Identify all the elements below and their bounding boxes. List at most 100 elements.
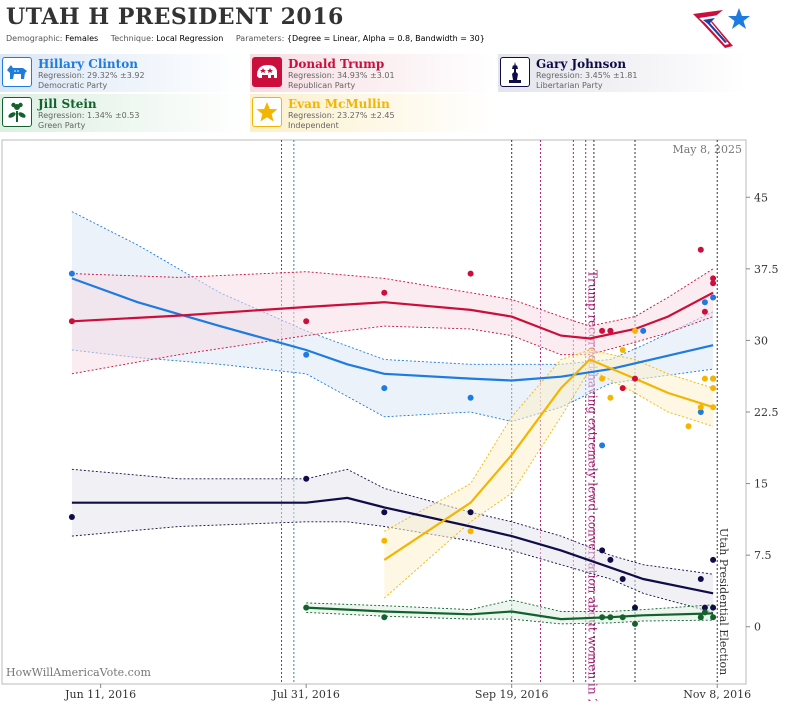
legend-card-johnson: Gary Johnson Regression: 3.45% ±1.81 Lib… [498,54,746,92]
data-point [697,246,704,253]
data-point [599,442,606,449]
title-state: UTAH [6,4,81,30]
data-point [599,547,606,554]
regression-line [306,606,714,621]
parameters-value: {Degree = Linear, Alpha = 0.8, Bandwidth… [286,34,485,43]
confidence-band [384,350,714,599]
y-tick-label: 30 [754,334,768,347]
data-point [632,620,638,627]
elephant-icon [252,57,282,87]
candidate-name: Donald Trump [288,57,385,71]
data-point [632,375,638,382]
data-point [303,475,310,482]
header: UTAH H PRESIDENT 2016 Demographic: Femal… [0,0,789,52]
data-point [381,537,388,544]
regression-line [383,358,714,561]
data-point [607,556,614,563]
chart-date-label: May 8, 2025 [672,143,742,156]
candidate-name: Hillary Clinton [38,57,138,71]
data-point [685,423,692,430]
x-tick-label: Jul 31, 2016 [271,688,340,701]
x-tick-label: Nov 8, 2016 [683,688,751,701]
data-point [697,404,704,411]
data-point [710,275,717,282]
data-point [467,270,474,277]
candidate-regression: Regression: 1.34% ±0.53 [38,111,140,120]
page-title: UTAH H PRESIDENT 2016 [6,4,344,30]
data-point [303,318,310,325]
data-point [701,308,708,315]
y-tick-label: 15 [754,478,768,491]
flower-icon [2,97,32,127]
data-point [303,351,310,358]
y-tick-label: 0 [754,621,761,634]
candidate-regression: Regression: 23.27% ±2.45 [288,111,395,120]
data-point [607,614,614,621]
legend-card-mcmullin: Evan McMullin Regression: 23.27% ±2.45 I… [250,94,495,132]
data-point [68,514,75,520]
data-point [710,614,717,621]
lower-bound-line [71,316,714,375]
candidate-name: Jill Stein [38,97,97,111]
title-rest: H PRESIDENT 2016 [88,4,344,30]
confidence-band [71,268,714,374]
star-icon [252,97,282,127]
legend-card-clinton: Hillary Clinton Regression: 29.32% ±3.92… [0,54,245,92]
data-point [381,509,388,516]
data-point [710,556,717,563]
candidate-regression: Regression: 34.93% ±3.01 [288,71,395,80]
site-logo-icon [693,8,750,48]
candidate-name: Gary Johnson [536,57,627,71]
candidate-party: Green Party [38,121,86,130]
regression-chart: Trump recorded having extremely lewd con… [1,139,779,705]
data-point [607,327,614,334]
data-point [381,385,388,392]
data-point [619,614,626,621]
data-point [467,509,474,516]
candidate-party: Republican Party [288,81,356,90]
candidate-party: Libertarian Party [536,81,603,90]
confidence-band [71,469,714,613]
lower-bound-line [306,611,714,625]
data-point [619,347,626,353]
y-tick-label: 22.5 [754,406,779,419]
data-point [701,604,708,611]
regression-line [71,291,714,340]
x-tick-label: Sep 19, 2016 [475,688,549,701]
data-point [697,409,704,415]
candidate-party: Independent [288,121,339,130]
plot-frame [1,139,747,685]
data-point [710,404,717,411]
lower-bound-line [384,368,714,599]
data-point [68,270,75,277]
regression-line [71,277,714,382]
y-tick-label: 37.5 [754,263,779,276]
data-point [640,327,647,334]
candidate-regression: Regression: 3.45% ±1.81 [536,71,638,80]
demographic-value: Females [65,34,99,43]
data-point [697,576,704,582]
technique-label: Technique: [110,34,154,43]
lower-bound-line [71,349,714,422]
demographic-label: Demographic: [6,34,63,43]
technique-value: Local Regression [156,34,224,43]
data-point [619,385,626,392]
data-point [68,318,75,325]
data-point [381,614,388,621]
data-point [710,385,717,392]
data-point [701,299,708,306]
candidate-name: Evan McMullin [288,97,390,111]
data-point [632,327,638,334]
parameters-line: Demographic: Females Technique: Local Re… [6,34,495,43]
data-point [599,327,606,334]
data-point [710,280,717,287]
parameters-label: Parameters: [235,34,285,43]
data-point [619,576,626,582]
data-point [599,375,606,382]
data-point [467,528,474,535]
x-tick-label: Jun 11, 2016 [64,688,136,701]
legend-card-trump: Donald Trump Regression: 34.93% ±3.01 Re… [250,54,495,92]
y-tick-label: 45 [754,191,768,204]
data-point [701,375,708,382]
data-point [303,604,310,611]
